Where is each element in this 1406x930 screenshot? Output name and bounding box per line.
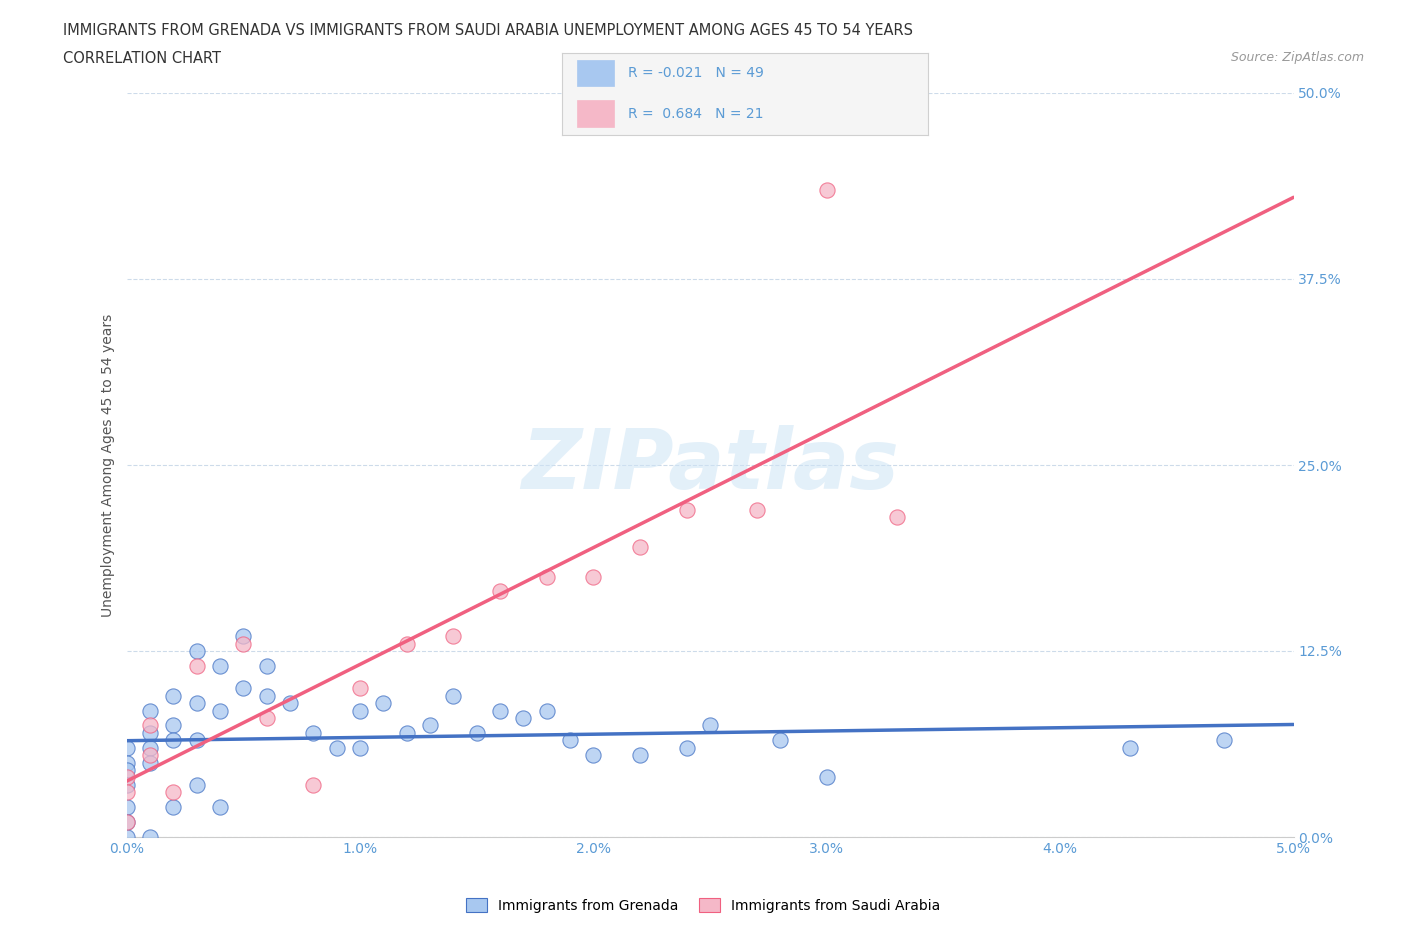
Point [115, 763, 138, 777]
Point [139, 740, 162, 755]
Point [675, 502, 697, 517]
Point [115, 815, 138, 830]
Point [373, 696, 395, 711]
Point [256, 688, 278, 703]
Point [115, 770, 138, 785]
Point [1119, 740, 1142, 755]
Point [208, 658, 231, 673]
Point [745, 502, 768, 517]
Point [139, 748, 162, 763]
Point [115, 740, 138, 755]
Point [186, 696, 208, 711]
Legend: Immigrants from Grenada, Immigrants from Saudi Arabia: Immigrants from Grenada, Immigrants from… [460, 893, 946, 919]
Point [628, 748, 651, 763]
Point [699, 718, 721, 733]
Point [162, 733, 184, 748]
Point [349, 681, 371, 696]
Point [186, 644, 208, 658]
Text: R =  0.684   N = 21: R = 0.684 N = 21 [628, 107, 763, 121]
Point [186, 658, 208, 673]
Text: R = -0.021   N = 49: R = -0.021 N = 49 [628, 66, 763, 80]
Point [302, 725, 325, 740]
Point [349, 703, 371, 718]
Y-axis label: Unemployment Among Ages 45 to 54 years: Unemployment Among Ages 45 to 54 years [101, 313, 115, 617]
Text: CORRELATION CHART: CORRELATION CHART [63, 51, 221, 66]
Point [162, 785, 184, 800]
Point [232, 681, 254, 696]
Point [512, 711, 534, 725]
Point [162, 718, 184, 733]
Point [162, 688, 184, 703]
Point [278, 696, 301, 711]
Point [115, 755, 138, 770]
Point [536, 703, 558, 718]
Point [115, 777, 138, 792]
Point [582, 748, 605, 763]
Point [208, 703, 231, 718]
Text: Source: ZipAtlas.com: Source: ZipAtlas.com [1230, 51, 1364, 64]
Text: ZIPatlas: ZIPatlas [522, 424, 898, 506]
Point [419, 718, 441, 733]
Point [441, 629, 464, 644]
Point [769, 733, 792, 748]
Point [628, 539, 651, 554]
Point [115, 815, 138, 830]
Point [815, 770, 838, 785]
Point [582, 569, 605, 584]
Point [1212, 733, 1234, 748]
Point [302, 777, 325, 792]
Point [325, 740, 347, 755]
Bar [576, 100, 613, 126]
Point [886, 510, 908, 525]
Point [186, 733, 208, 748]
Point [536, 569, 558, 584]
Point [256, 658, 278, 673]
Point [815, 182, 838, 197]
Point [232, 629, 254, 644]
Point [162, 800, 184, 815]
Point [349, 740, 371, 755]
Point [395, 636, 418, 651]
Point [115, 785, 138, 800]
Point [139, 725, 162, 740]
Point [675, 740, 697, 755]
Point [208, 800, 231, 815]
Point [139, 718, 162, 733]
Point [465, 725, 488, 740]
Point [139, 755, 162, 770]
Point [115, 830, 138, 844]
Point [256, 711, 278, 725]
Point [489, 584, 512, 599]
Point [441, 688, 464, 703]
Point [395, 725, 418, 740]
Point [489, 703, 512, 718]
Point [558, 733, 581, 748]
Point [186, 777, 208, 792]
Point [139, 830, 162, 844]
Point [115, 800, 138, 815]
Point [139, 703, 162, 718]
Text: IMMIGRANTS FROM GRENADA VS IMMIGRANTS FROM SAUDI ARABIA UNEMPLOYMENT AMONG AGES : IMMIGRANTS FROM GRENADA VS IMMIGRANTS FR… [63, 23, 914, 38]
Bar [576, 60, 613, 86]
Point [232, 636, 254, 651]
